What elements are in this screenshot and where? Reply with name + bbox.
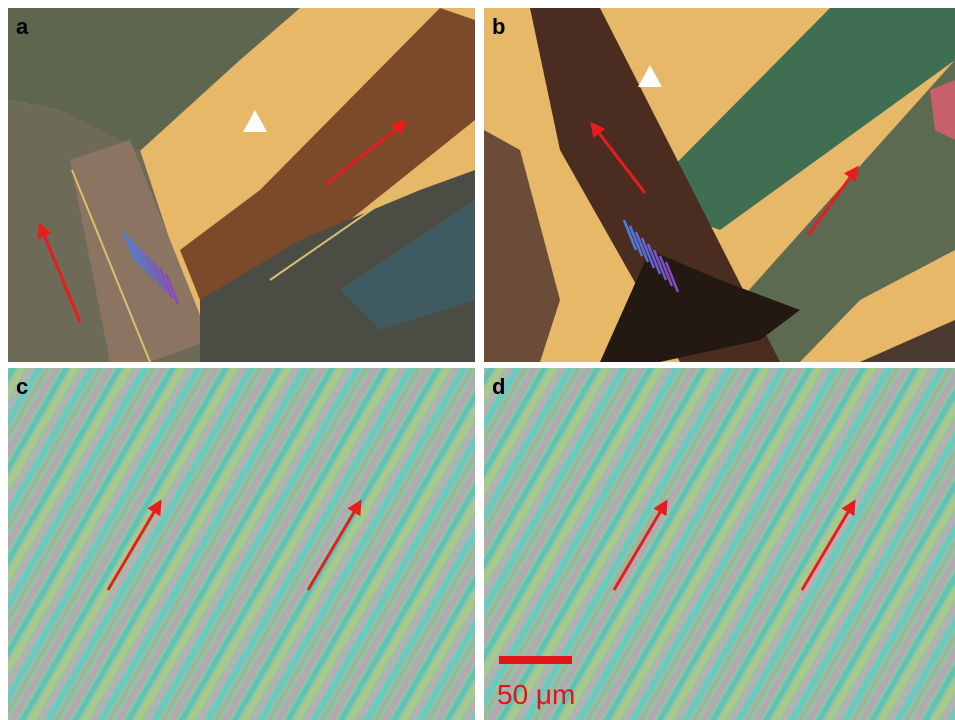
page: {"panels": [{"label": "a"}, {"label": "b… [0, 0, 955, 720]
figure: 50 μm a b c d [0, 0, 955, 720]
panel-b-image [484, 8, 955, 362]
panel-c-image [8, 368, 475, 720]
panel-label: a [16, 14, 29, 39]
panel-a-image [8, 8, 475, 362]
scale-bar-label: 50 μm [497, 679, 575, 710]
scale-bar [499, 656, 572, 664]
panel-label: b [492, 14, 505, 39]
panel-d-image [484, 368, 955, 720]
panel-label: d [492, 374, 505, 399]
panel-label: c [16, 374, 28, 399]
